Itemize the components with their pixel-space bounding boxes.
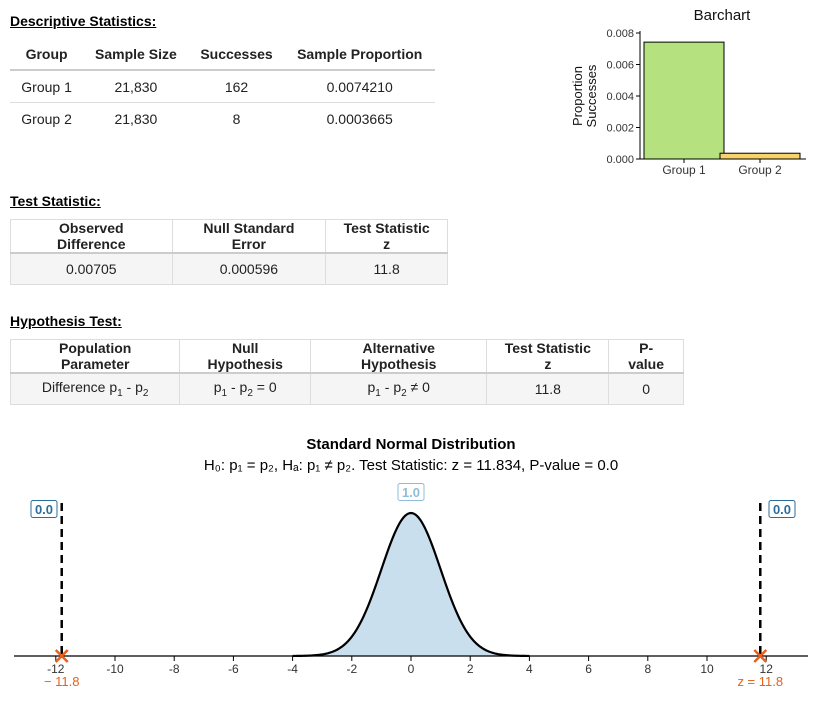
z-left-value-label: − 11.8 [44, 674, 80, 689]
barchart-ylabel: Proportion Successes [570, 64, 599, 127]
table-cell: 0.0003665 [326, 110, 393, 127]
normal-x-tick-label: -8 [169, 662, 180, 676]
table-header: Alternative Hypothesis [310, 339, 488, 374]
table-cell: Group 2 [21, 110, 72, 127]
normal-distribution-chart: Standard Normal Distribution H₀: p₁ = p₂… [14, 436, 808, 689]
normal-x-tick-label: -12 [47, 662, 65, 676]
normal-x-tick-label: 10 [700, 662, 714, 676]
table-row: Group 2 21,830 8 0.0003665 [10, 103, 435, 135]
normal-curve-area [292, 513, 530, 656]
table-cell: 8 [232, 110, 241, 127]
normal-x-tick-label: 6 [585, 662, 592, 676]
table-header: P-value [608, 339, 684, 374]
normal-x-tick-label: 2 [467, 662, 474, 676]
test-statistic-cell: 11.8 [486, 372, 610, 405]
bar-group-2 [719, 152, 801, 160]
population-parameter-cell: Difference p1 - p2 [9, 372, 181, 405]
normal-x-tick-label: 12 [760, 662, 774, 676]
table-row: 0.00705 0.000596 11.8 [10, 252, 448, 285]
null-hypothesis-cell: p1 - p2 = 0 [179, 372, 312, 405]
table-cell: Group 1 [21, 78, 72, 95]
test-statistic-title: Test Statistic: [10, 193, 101, 209]
normal-chart-subtitle: H₀: p₁ = p₂, Hₐ: p₁ ≠ p₂. Test Statistic… [204, 457, 618, 474]
table-cell: 11.8 [325, 252, 448, 285]
barchart-ylabel-line1: Proportion [570, 66, 585, 126]
z-right-value-label: z = 11.8 [737, 674, 783, 689]
center-area-label-box [397, 483, 425, 501]
z-marker [753, 649, 768, 663]
table-header: Null Hypothesis [179, 339, 312, 374]
barchart-title: Barchart [694, 7, 752, 24]
normal-x-tick-label: 4 [526, 662, 533, 676]
test-statistic-table: Observed Difference Null Standard Error … [10, 219, 448, 285]
barchart-y-tick-label: 0.004 [606, 91, 634, 103]
table-header: Test Statistic z [486, 339, 610, 374]
table-header: Successes [200, 45, 273, 62]
alternative-hypothesis-cell: p1 - p2 ≠ 0 [310, 372, 488, 405]
normal-x-tick-label: -2 [346, 662, 357, 676]
p-value-cell: 0 [608, 372, 684, 405]
right-tail-pvalue-label: 0.0 [773, 502, 791, 517]
barchart-x-tick-label: Group 2 [738, 163, 782, 177]
hypothesis-test-title: Hypothesis Test: [10, 313, 122, 329]
normal-curve-line [292, 511, 530, 658]
normal-chart-title: Standard Normal Distribution [306, 436, 515, 453]
left-tail-pvalue-label: 0.0 [35, 502, 53, 517]
table-header: Observed Difference [10, 219, 173, 254]
normal-x-tick-label: -10 [106, 662, 124, 676]
barchart-y-tick-label: 0.000 [606, 154, 634, 166]
table-cell: 0.00705 [10, 252, 173, 285]
table-header: Group [25, 45, 68, 62]
table-header: Sample Size [95, 45, 177, 62]
bar-group-1 [643, 41, 725, 160]
table-header: Test Statistic z [325, 219, 448, 254]
barchart-x-tick-label: Group 1 [662, 163, 706, 177]
barchart-ylabel-line2: Successes [584, 64, 599, 127]
table-cell: 21,830 [114, 78, 158, 95]
center-area-label: 1.0 [402, 485, 420, 500]
table-row: Difference p1 - p2 p1 - p2 = 0 p1 - p2 ≠… [9, 372, 684, 405]
barchart-y-tick-label: 0.008 [606, 28, 634, 40]
normal-x-tick-label: 0 [408, 662, 415, 676]
barchart-y-tick-label: 0.002 [606, 123, 634, 135]
table-cell: 162 [224, 78, 249, 95]
z-marker [54, 649, 69, 663]
left-tail-pvalue-label-box [30, 500, 58, 518]
hypothesis-test-table: Population Parameter Null Hypothesis Alt… [9, 339, 684, 405]
barchart: Barchart Proportion Successes 0.000 0.002… [570, 7, 806, 177]
normal-x-tick-label: -4 [287, 662, 298, 676]
table-header: Sample Proportion [297, 45, 423, 62]
table-header: Population Parameter [9, 339, 181, 374]
table-cell: 21,830 [114, 110, 158, 127]
right-tail-pvalue-label-box [768, 500, 796, 518]
barchart-y-tick-label: 0.006 [606, 60, 634, 72]
normal-x-tick-label: -6 [228, 662, 239, 676]
table-cell: 0.000596 [171, 252, 327, 285]
normal-x-tick-label: 8 [644, 662, 651, 676]
descriptive-stats-table: Group Sample Size Successes Sample Propo… [10, 38, 435, 134]
table-row: Group 1 21,830 162 0.0074210 [10, 70, 435, 103]
descriptive-stats-title: Descriptive Statistics: [10, 13, 157, 29]
table-cell: 0.0074210 [326, 78, 393, 95]
table-header: Null Standard Error [171, 219, 327, 254]
